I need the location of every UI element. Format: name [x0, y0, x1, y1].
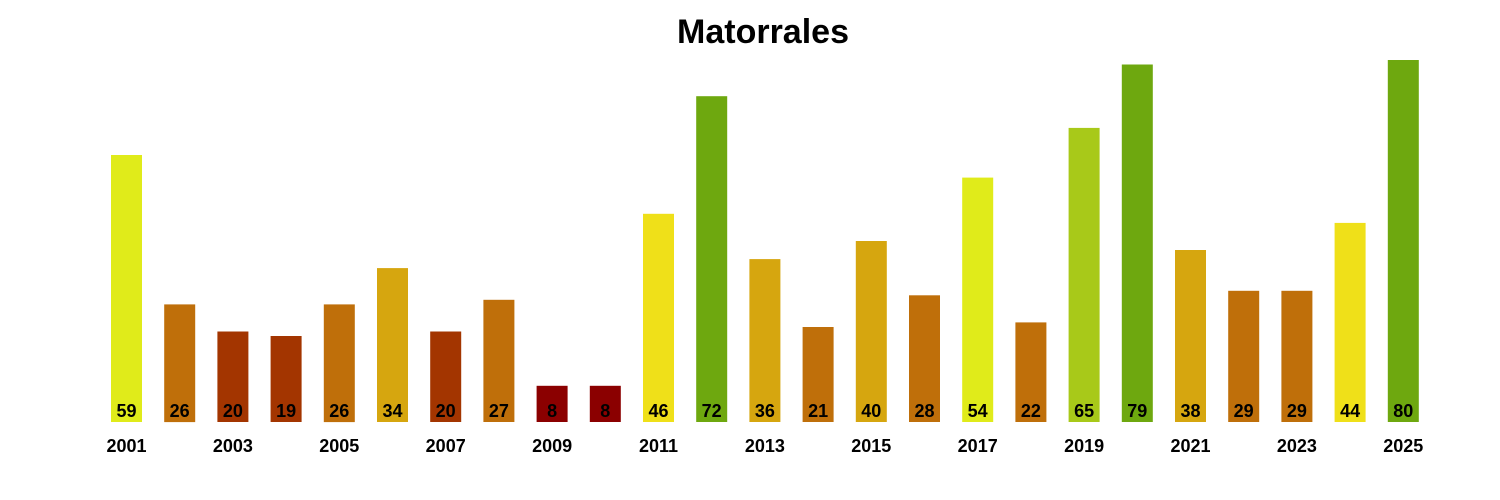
bars-group — [111, 60, 1419, 423]
bar-2015 — [855, 241, 887, 422]
value-label-2008: 27 — [489, 401, 509, 421]
x-tick-labels-group: 2001 2003 2005 2007 2009 2011 2013 2015 2017 2019… — [106, 436, 1423, 456]
value-label-2014: 21 — [808, 401, 828, 421]
x-tick-label-2015: 2015 — [851, 436, 891, 456]
value-label-2024: 44 — [1340, 401, 1360, 421]
value-label-2016: 28 — [914, 401, 934, 421]
value-label-2017: 54 — [968, 401, 988, 421]
value-label-2025: 80 — [1393, 401, 1413, 421]
bar-2014 — [802, 327, 834, 422]
x-tick-label-2003: 2003 — [213, 436, 253, 456]
value-label-2011: 46 — [648, 401, 668, 421]
x-tick-label-2005: 2005 — [319, 436, 359, 456]
bar-2012 — [696, 96, 728, 422]
value-label-2018: 22 — [1021, 401, 1041, 421]
value-label-2006: 34 — [382, 401, 402, 421]
value-label-2021: 38 — [1180, 401, 1200, 421]
bar-2005 — [323, 304, 355, 423]
x-tick-label-2011: 2011 — [639, 436, 678, 456]
bar-2016 — [909, 295, 940, 422]
bar-2021 — [1175, 250, 1206, 422]
bar-2017 — [962, 177, 994, 422]
value-labels-group: 59 26 20 19 26 34 20 27 8 8 46 72 36 21 40 28 54 22 65 79 38… — [116, 401, 1413, 421]
value-label-2003: 20 — [223, 401, 243, 421]
bar-2004 — [270, 336, 302, 422]
x-tick-label-2025: 2025 — [1383, 436, 1423, 456]
bar-2002 — [164, 304, 196, 423]
x-tick-label-2017: 2017 — [958, 436, 998, 456]
value-label-2012: 72 — [702, 401, 722, 421]
value-label-2010: 8 — [600, 401, 610, 421]
x-tick-label-2013: 2013 — [745, 436, 785, 456]
x-tick-label-2001: 2001 — [106, 436, 146, 456]
bar-2008 — [483, 299, 515, 422]
x-tick-label-2019: 2019 — [1064, 436, 1104, 456]
bar-2003 — [217, 331, 249, 422]
bar-2013 — [749, 259, 781, 422]
bar-2020 — [1121, 64, 1153, 422]
bar-2006 — [377, 268, 408, 422]
x-tick-label-2021: 2021 — [1170, 436, 1210, 456]
value-label-2001: 59 — [116, 401, 136, 421]
bar-2010 — [589, 385, 621, 422]
value-label-2009: 8 — [547, 401, 557, 421]
bar-2001 — [111, 155, 142, 422]
bar-2018 — [1015, 322, 1047, 422]
value-label-2002: 26 — [170, 401, 190, 421]
value-label-2013: 36 — [755, 401, 775, 421]
value-label-2020: 79 — [1127, 401, 1147, 421]
bar-2023 — [1281, 290, 1313, 422]
value-label-2005: 26 — [329, 401, 349, 421]
value-label-2019: 65 — [1074, 401, 1094, 421]
value-label-2022: 29 — [1234, 401, 1254, 421]
x-tick-label-2007: 2007 — [426, 436, 466, 456]
bar-2009 — [536, 385, 568, 422]
x-tick-label-2023: 2023 — [1277, 436, 1317, 456]
bar-2019 — [1068, 127, 1100, 423]
bar-2011 — [643, 213, 674, 422]
bar-2022 — [1228, 290, 1260, 422]
value-label-2015: 40 — [861, 401, 881, 421]
value-label-2023: 29 — [1287, 401, 1307, 421]
value-label-2007: 20 — [436, 401, 456, 421]
bar-2007 — [430, 331, 462, 422]
chart-title: Matorrales — [677, 13, 849, 51]
bar-2025 — [1387, 60, 1419, 422]
value-label-2004: 19 — [276, 401, 296, 421]
x-tick-label-2009: 2009 — [532, 436, 572, 456]
bar-2024 — [1334, 222, 1366, 422]
